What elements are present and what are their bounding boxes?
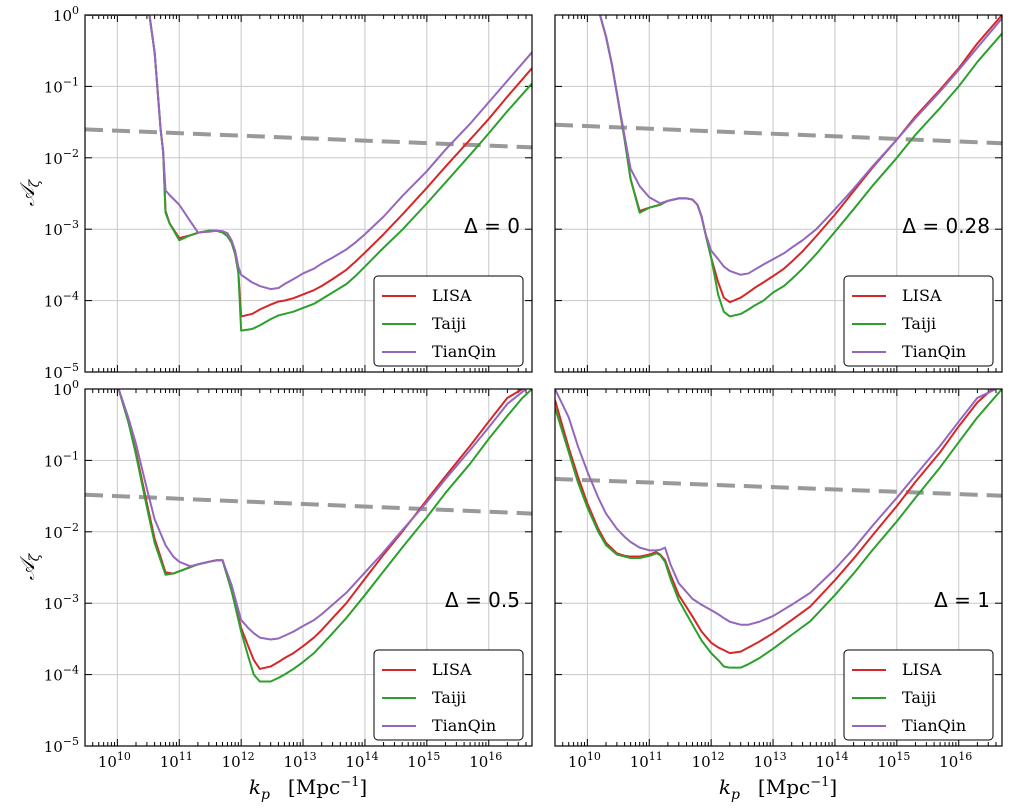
legend-label: LISA (902, 660, 942, 679)
series-line-taiji (555, 389, 1002, 669)
panel-label: Δ = 0.28 (902, 214, 990, 238)
y-tick-label: 10−1 (44, 75, 79, 96)
legend-label: TianQin (902, 342, 966, 361)
panel-label: Δ = 0 (464, 214, 520, 238)
x-tick-label: 1012 (692, 750, 725, 771)
y-tick-label: 10−2 (44, 147, 79, 168)
series-group (555, 15, 1002, 318)
series-group (555, 389, 1002, 669)
legend-box (373, 275, 524, 367)
x-tick-label: 1014 (815, 750, 848, 771)
legend-box (843, 649, 994, 741)
x-tick-label: 1015 (407, 750, 440, 771)
legend-label: TianQin (902, 716, 966, 735)
ticks (554, 14, 1003, 373)
threshold-dashed-line (555, 476, 1002, 498)
legend: LISA Taiji TianQin (373, 649, 524, 741)
legend-box (373, 649, 524, 741)
y-axis-label: 𝒜ζ (15, 178, 43, 206)
x-axis-label: kp [Mpc−1] (719, 775, 837, 803)
legend-label: Taiji (902, 688, 936, 707)
x-tick-label: 1014 (345, 750, 378, 771)
legend: LISA Taiji TianQin (843, 649, 994, 741)
legend-label: LISA (902, 286, 942, 305)
ticks (554, 388, 1003, 747)
series-line-tianqin (117, 389, 527, 641)
legend: LISA Taiji TianQin (373, 275, 524, 367)
panel-3: 100 10−1 10−2 10−3 10−4 10−5 1010 1011 1012 1013 1… (44, 378, 533, 771)
y-tick-label: 100 (53, 4, 79, 25)
plot-frame (554, 388, 1003, 747)
plot-frame (554, 14, 1003, 373)
panel-label: Δ = 0.5 (445, 588, 520, 612)
panel-label: Δ = 1 (934, 588, 990, 612)
legend-box (843, 275, 994, 367)
x-tick-label: 1011 (160, 750, 193, 771)
legend-label: TianQin (432, 342, 496, 361)
y-tick-label: 10−1 (44, 449, 79, 470)
y-tick-label: 100 (53, 378, 79, 399)
x-tick-label: 1013 (284, 750, 317, 771)
x-tick-label: 1012 (222, 750, 255, 771)
legend-label: Taiji (432, 314, 466, 333)
threshold-dashed-line (85, 127, 532, 150)
y-tick-label: 10−4 (44, 290, 79, 311)
plot-frame (84, 388, 533, 747)
series-line-tianqin (86, 15, 532, 291)
legend: LISA Taiji TianQin (843, 275, 994, 367)
series-line-taiji (599, 15, 1002, 318)
y-tick-label: 10−3 (44, 218, 79, 239)
legend-label: LISA (432, 660, 472, 679)
x-tick-label: 1015 (877, 750, 910, 771)
legend-label: Taiji (432, 688, 466, 707)
x-tick-label: 1011 (630, 750, 663, 771)
y-tick-label: 10−4 (44, 664, 79, 685)
x-tick-label: 1010 (568, 750, 601, 771)
panel-2: Δ = 0.28 LISA Taiji TianQin (554, 14, 1003, 373)
series-line-lisa (599, 15, 1002, 304)
y-tick-label: 10−2 (44, 521, 79, 542)
series-line-taiji (117, 389, 532, 683)
series-line-tianqin (599, 15, 1002, 276)
legend-label: LISA (432, 286, 472, 305)
x-tick-label: 1010 (98, 750, 131, 771)
series-group (85, 15, 532, 332)
legend-label: TianQin (432, 716, 496, 735)
x-axis-label: kp [Mpc−1] (249, 775, 367, 803)
ticks (84, 388, 533, 747)
y-tick-label: 10−3 (44, 592, 79, 613)
x-tick-label: 1016 (469, 750, 502, 771)
x-tick-label: 1013 (754, 750, 787, 771)
threshold-dashed-line (555, 122, 1002, 146)
series-group (85, 389, 532, 683)
panel-4: 1010 1011 1012 1013 1014 1015 1016 Δ = 1 LISA Tai… (554, 388, 1003, 771)
threshold-dashed-line (85, 492, 532, 516)
y-tick-label: 10−5 (44, 735, 79, 756)
series-line-lisa (555, 389, 994, 655)
plot-frame (84, 14, 533, 373)
series-line-tianqin (555, 389, 997, 626)
x-tick-label: 1016 (939, 750, 972, 771)
y-axis-label: 𝒜ζ (15, 552, 43, 580)
legend-label: Taiji (902, 314, 936, 333)
